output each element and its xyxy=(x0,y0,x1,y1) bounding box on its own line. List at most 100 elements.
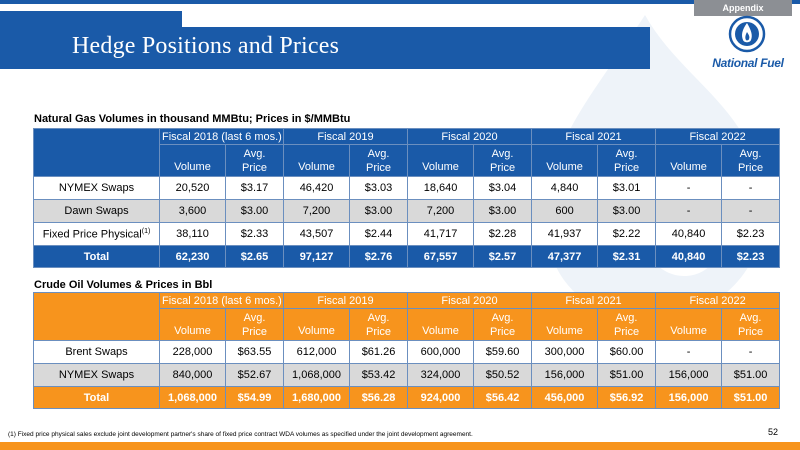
row-label: NYMEX Swaps xyxy=(33,176,160,200)
table-cell: $3.17 xyxy=(224,176,285,200)
table-cell: - xyxy=(655,340,723,364)
top-stripe xyxy=(0,0,800,4)
oil-period-header: Fiscal 2022 xyxy=(655,292,781,309)
footnote-text: (1) Fixed price physical sales exclude j… xyxy=(8,431,473,438)
table-cell: $3.00 xyxy=(349,199,409,223)
total-label: Total xyxy=(33,386,160,409)
volume-header: Volume xyxy=(407,308,475,341)
total-cell: 40,840 xyxy=(655,245,723,268)
table-cell: 20,520 xyxy=(159,176,226,200)
oil-period-header: Fiscal 2020 xyxy=(407,292,533,309)
gas-hedge-table: Fiscal 2018 (last 6 mos.) Fiscal 2019 Fi… xyxy=(33,128,781,268)
table-cell: - xyxy=(721,199,781,223)
oil-period-header: Fiscal 2021 xyxy=(531,292,657,309)
table-cell: 46,420 xyxy=(283,176,351,200)
row-label: NYMEX Swaps xyxy=(33,363,160,387)
total-cell: $2.65 xyxy=(224,245,285,268)
total-cell: $54.99 xyxy=(224,386,285,409)
table-cell: 38,110 xyxy=(159,222,226,246)
avg-price-header: Avg. Price xyxy=(349,144,409,177)
appendix-tag: Appendix xyxy=(694,0,792,16)
table-cell: 300,000 xyxy=(531,340,599,364)
row-label: Dawn Swaps xyxy=(33,199,160,223)
total-cell: $56.42 xyxy=(473,386,533,409)
header-accent-block xyxy=(0,11,182,27)
gas-period-header: Fiscal 2020 xyxy=(407,128,533,145)
table-cell: 600 xyxy=(531,199,599,223)
page-number: 52 xyxy=(768,427,779,437)
table-cell: 156,000 xyxy=(531,363,599,387)
total-cell: 97,127 xyxy=(283,245,351,268)
avg-price-header: Avg. Price xyxy=(224,144,285,177)
volume-header: Volume xyxy=(655,144,723,177)
table-cell: 18,640 xyxy=(407,176,475,200)
volume-header: Volume xyxy=(159,144,226,177)
table-cell: 840,000 xyxy=(159,363,226,387)
table-cell: $51.00 xyxy=(721,363,781,387)
total-cell: 924,000 xyxy=(407,386,475,409)
table-cell: 40,840 xyxy=(655,222,723,246)
table-cell: 41,717 xyxy=(407,222,475,246)
total-cell: 67,557 xyxy=(407,245,475,268)
table-cell: 7,200 xyxy=(407,199,475,223)
avg-price-header: Avg. Price xyxy=(721,144,781,177)
table-cell: 41,937 xyxy=(531,222,599,246)
table-cell: $2.28 xyxy=(473,222,533,246)
table-cell: $59.60 xyxy=(473,340,533,364)
table-cell: 43,507 xyxy=(283,222,351,246)
total-cell: 456,000 xyxy=(531,386,599,409)
avg-price-header: Avg. Price xyxy=(224,308,285,341)
table-cell: $3.03 xyxy=(349,176,409,200)
volume-header: Volume xyxy=(531,144,599,177)
title-banner xyxy=(0,27,650,69)
table-cell: 600,000 xyxy=(407,340,475,364)
total-cell: $56.28 xyxy=(349,386,409,409)
gas-period-header: Fiscal 2018 (last 6 mos.) xyxy=(158,128,285,145)
avg-price-header: Avg. Price xyxy=(597,144,657,177)
table-cell: $50.52 xyxy=(473,363,533,387)
table-row: Dawn Swaps 3,600 $3.00 7,200 $3.00 7,200… xyxy=(33,199,781,223)
avg-price-header: Avg. Price xyxy=(349,308,409,341)
total-row: Total 1,068,000 $54.99 1,680,000 $56.28 … xyxy=(33,386,781,409)
oil-period-header-row: Fiscal 2018 (last 6 mos.) Fiscal 2019 Fi… xyxy=(33,292,781,341)
table-cell: $3.00 xyxy=(597,199,657,223)
total-cell: $56.92 xyxy=(597,386,657,409)
total-cell: $51.00 xyxy=(721,386,781,409)
avg-price-header: Avg. Price xyxy=(473,144,533,177)
table-cell: $2.23 xyxy=(721,222,781,246)
total-cell: $2.31 xyxy=(597,245,657,268)
table-cell: $63.55 xyxy=(224,340,285,364)
table-cell: $51.00 xyxy=(597,363,657,387)
oil-period-header: Fiscal 2019 xyxy=(283,292,409,309)
oil-header-corner xyxy=(33,292,160,341)
table-cell: $2.22 xyxy=(597,222,657,246)
table-cell: 3,600 xyxy=(159,199,226,223)
table-cell: - xyxy=(655,199,723,223)
total-cell: 47,377 xyxy=(531,245,599,268)
table-cell: $2.44 xyxy=(349,222,409,246)
gas-column-header-row: Volume Avg. Price Volume Avg. Price Volume… xyxy=(34,144,781,177)
volume-header: Volume xyxy=(407,144,475,177)
total-cell: $2.23 xyxy=(721,245,781,268)
table-cell: 612,000 xyxy=(283,340,351,364)
bottom-stripe xyxy=(0,442,800,450)
gas-period-header: Fiscal 2022 xyxy=(655,128,781,145)
volume-header: Volume xyxy=(159,308,226,341)
gas-header-corner xyxy=(33,128,160,177)
gas-period-header: Fiscal 2019 xyxy=(283,128,409,145)
table-row: NYMEX Swaps 840,000 $52.67 1,068,000 $53… xyxy=(33,363,781,387)
table-cell: 4,840 xyxy=(531,176,599,200)
gas-period-header-row: Fiscal 2018 (last 6 mos.) Fiscal 2019 Fi… xyxy=(33,128,781,177)
gas-period-header: Fiscal 2021 xyxy=(531,128,657,145)
table-cell: - xyxy=(655,176,723,200)
row-label: Brent Swaps xyxy=(33,340,160,364)
total-label: Total xyxy=(33,245,160,268)
total-cell: 156,000 xyxy=(655,386,723,409)
table-cell: $60.00 xyxy=(597,340,657,364)
table-row: NYMEX Swaps 20,520 $3.17 46,420 $3.03 18… xyxy=(33,176,781,200)
avg-price-header: Avg. Price xyxy=(473,308,533,341)
volume-header: Volume xyxy=(283,144,351,177)
oil-column-header-row: Volume Avg. Price Volume Avg. Price Volume… xyxy=(34,308,781,341)
avg-price-header: Avg. Price xyxy=(597,308,657,341)
total-cell: $2.76 xyxy=(349,245,409,268)
